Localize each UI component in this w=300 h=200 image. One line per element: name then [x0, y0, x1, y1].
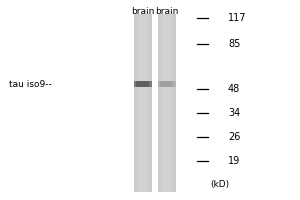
Bar: [160, 81, 173, 87]
Text: 117: 117: [228, 13, 247, 23]
Bar: [158, 81, 176, 87]
Text: brain: brain: [131, 7, 154, 16]
Text: brain: brain: [155, 7, 178, 16]
Text: 19: 19: [228, 156, 240, 166]
Text: tau iso9--: tau iso9--: [9, 80, 52, 88]
Bar: [134, 14, 152, 192]
Bar: [161, 14, 172, 192]
Bar: [134, 81, 152, 87]
Text: 34: 34: [228, 108, 240, 118]
Text: 85: 85: [228, 39, 240, 49]
Text: 48: 48: [228, 84, 240, 94]
Bar: [158, 14, 176, 192]
Text: (kD): (kD): [210, 180, 229, 190]
Bar: [136, 81, 149, 87]
Bar: [137, 14, 148, 192]
Text: 26: 26: [228, 132, 240, 142]
